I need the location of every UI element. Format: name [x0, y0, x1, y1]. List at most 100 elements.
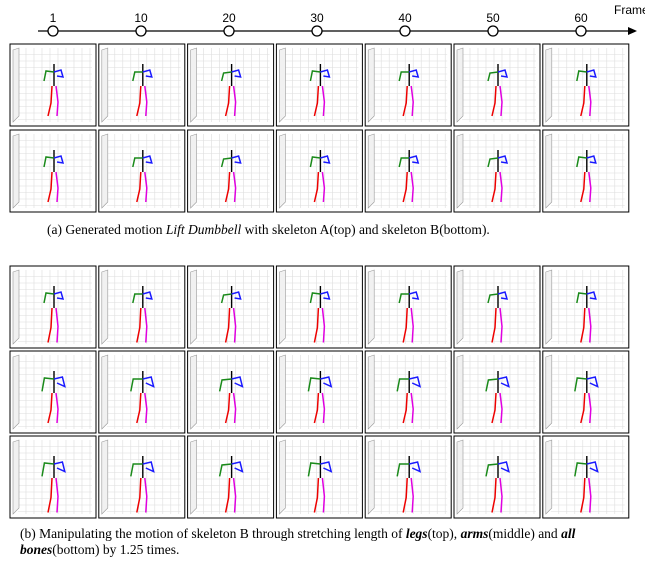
- wall-edge: [546, 270, 552, 344]
- wall-edge: [279, 134, 285, 208]
- cell-border: [10, 351, 96, 433]
- wall-edge: [368, 270, 374, 344]
- timeline-node: [576, 26, 586, 36]
- frame-cell: [10, 436, 96, 518]
- wall-edge: [191, 355, 197, 429]
- frame-cell: [365, 351, 451, 433]
- timeline-axis-label: Frame: [614, 3, 645, 17]
- wall-edge: [191, 440, 197, 514]
- cell-border: [365, 266, 451, 348]
- timeline-label: 20: [222, 11, 236, 25]
- timeline-label: 1: [50, 11, 57, 25]
- cell-border: [99, 436, 185, 518]
- frame-cell: [276, 436, 362, 518]
- frame-cell: [99, 44, 185, 126]
- cell-border: [10, 266, 96, 348]
- frame-cell: [454, 351, 540, 433]
- cell-border: [543, 266, 629, 348]
- cell-border: [10, 130, 96, 212]
- wall-edge: [457, 48, 463, 122]
- timeline-label: 10: [134, 11, 148, 25]
- cell-border: [10, 44, 96, 126]
- frame-cell: [543, 266, 629, 348]
- caption-motion: Lift Dumbbell: [166, 222, 241, 237]
- cell-border: [276, 266, 362, 348]
- cell-border: [454, 44, 540, 126]
- frame-cell: [10, 266, 96, 348]
- cell-border: [188, 436, 274, 518]
- cell-border: [454, 130, 540, 212]
- wall-edge: [191, 134, 197, 208]
- wall-edge: [368, 355, 374, 429]
- frame-cell: [543, 130, 629, 212]
- wall-edge: [102, 48, 108, 122]
- wall-edge: [546, 48, 552, 122]
- frame-cell: [188, 266, 274, 348]
- wall-edge: [13, 355, 19, 429]
- wall-edge: [457, 355, 463, 429]
- frame-cell: [10, 351, 96, 433]
- cell-border: [365, 436, 451, 518]
- wall-edge: [13, 48, 19, 122]
- caption-text: (top),: [428, 526, 458, 541]
- wall-edge: [457, 440, 463, 514]
- cell-border: [365, 44, 451, 126]
- wall-edge: [102, 134, 108, 208]
- frame-cell: [365, 266, 451, 348]
- frame-cell: [543, 436, 629, 518]
- cell-border: [543, 130, 629, 212]
- frame-cell: [10, 44, 96, 126]
- wall-edge: [102, 355, 108, 429]
- cell-border: [365, 351, 451, 433]
- wall-edge: [13, 440, 19, 514]
- frame-cell: [188, 130, 274, 212]
- caption-text: (bottom) by 1.25 times.: [52, 542, 179, 557]
- cell-border: [543, 44, 629, 126]
- cell-border: [543, 351, 629, 433]
- frame-cell: [99, 351, 185, 433]
- frame-cell: [276, 44, 362, 126]
- frame-cell: [365, 436, 451, 518]
- timeline-label: 30: [310, 11, 324, 25]
- wall-edge: [279, 48, 285, 122]
- timeline-label: 60: [574, 11, 588, 25]
- wall-edge: [457, 270, 463, 344]
- cell-border: [99, 266, 185, 348]
- frame-cell: [99, 266, 185, 348]
- cell-border: [454, 351, 540, 433]
- figure-graphic: Frame 1102030405060: [0, 0, 645, 565]
- caption-a: (a) Generated motion Lift Dumbbell with …: [47, 222, 645, 238]
- frame-cell: [543, 44, 629, 126]
- frame-cell: [99, 436, 185, 518]
- timeline-node: [312, 26, 322, 36]
- frame-cell: [10, 130, 96, 212]
- frame-cell: [365, 44, 451, 126]
- wall-edge: [546, 355, 552, 429]
- cell-border: [188, 351, 274, 433]
- cell-border: [276, 436, 362, 518]
- wall-edge: [279, 270, 285, 344]
- wall-edge: [368, 440, 374, 514]
- cell-border: [99, 130, 185, 212]
- cell-border: [454, 266, 540, 348]
- frame-cell: [365, 130, 451, 212]
- frame-cell: [188, 44, 274, 126]
- wall-edge: [102, 270, 108, 344]
- cell-border: [543, 436, 629, 518]
- wall-edge: [191, 48, 197, 122]
- timeline-label: 50: [486, 11, 500, 25]
- wall-edge: [279, 355, 285, 429]
- frame-cell: [543, 351, 629, 433]
- cell-border: [188, 44, 274, 126]
- timeline-arrow: [628, 27, 637, 35]
- wall-edge: [13, 270, 19, 344]
- wall-edge: [546, 134, 552, 208]
- wall-edge: [457, 134, 463, 208]
- cell-border: [454, 436, 540, 518]
- frame-cell: [99, 130, 185, 212]
- wall-edge: [279, 440, 285, 514]
- caption-emph: legs: [406, 526, 428, 541]
- timeline-node: [224, 26, 234, 36]
- frame-cell: [454, 266, 540, 348]
- frame-cell: [188, 436, 274, 518]
